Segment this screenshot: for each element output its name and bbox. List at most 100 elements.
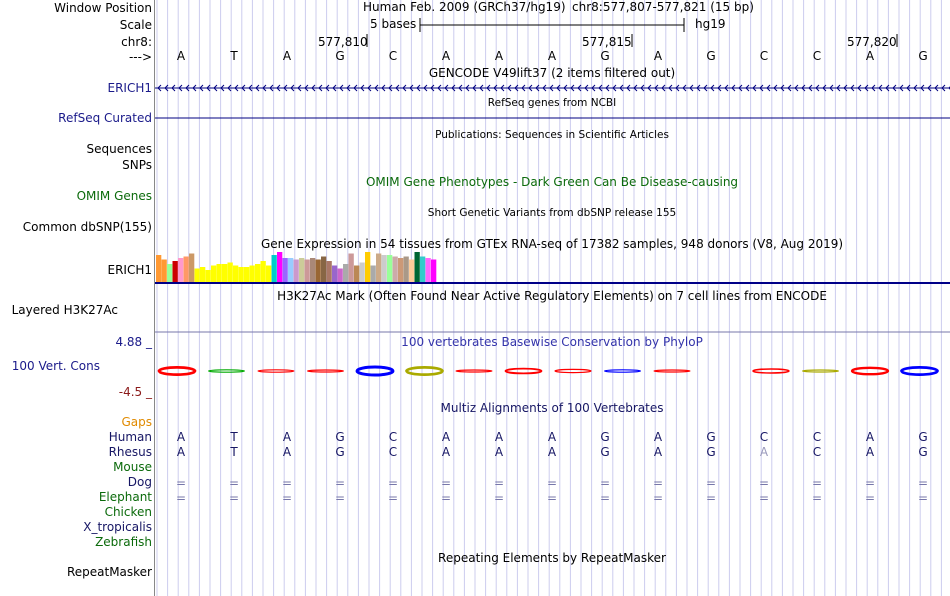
strand-arrow	[647, 84, 652, 92]
strand-arrow	[388, 84, 393, 92]
gtex-tissue-bar	[288, 258, 294, 282]
species-label-dog[interactable]: Dog	[127, 475, 152, 489]
track-label-erich1-gencode[interactable]: ERICH1	[107, 81, 153, 95]
species-label-mouse[interactable]: Mouse	[113, 460, 152, 474]
strand-arrow	[640, 84, 645, 92]
gtex-tissue-bar	[365, 252, 371, 282]
gtex-tissue-bar	[238, 267, 244, 282]
strand-arrow	[941, 84, 946, 92]
strand-arrow	[486, 84, 491, 92]
phylop-track-title: 100 vertebrates Basewise Conservation by…	[401, 335, 703, 349]
gencode-track-title: GENCODE V49lift37 (2 items filtered out)	[428, 66, 676, 80]
h3k27ac-baseline	[155, 331, 950, 333]
gtex-tissue-bar	[409, 259, 415, 282]
species-label-chicken[interactable]: Chicken	[104, 505, 152, 519]
gtex-tissue-bar	[200, 267, 206, 282]
coord-tick-2: 577,815	[582, 35, 632, 49]
phylop-base-mark	[850, 366, 890, 376]
strand-arrow	[556, 84, 561, 92]
species-label-rhesus[interactable]: Rhesus	[108, 445, 152, 459]
gtex-tissue-bar	[343, 264, 349, 282]
gtex-tissue-bar	[425, 258, 431, 282]
repeatmasker-track-title: Repeating Elements by RepeatMasker	[438, 551, 666, 565]
track-label-common-dbsnp[interactable]: Common dbSNP(155)	[22, 220, 152, 234]
strand-arrow	[514, 84, 519, 92]
phylop-base-mark	[157, 366, 197, 376]
phylop-conservation-logo[interactable]	[155, 355, 950, 385]
strand-arrow	[738, 84, 743, 92]
strand-arrow	[829, 84, 834, 92]
scale-bar-db: hg19	[695, 17, 726, 31]
phylop-base-mark	[752, 368, 790, 374]
phylop-base-mark	[355, 365, 395, 377]
browser-image-area[interactable]: Human Feb. 2009 (GRCh37/hg19) chr8:577,8…	[155, 0, 950, 596]
strand-arrow	[325, 84, 330, 92]
strand-arrow	[493, 84, 498, 92]
species-label-elephant[interactable]: Elephant	[98, 490, 152, 504]
strand-arrow	[878, 84, 883, 92]
strand-arrow	[626, 84, 631, 92]
strand-arrow	[836, 84, 841, 92]
strand-arrow	[507, 84, 512, 92]
refseq-gene-line[interactable]	[155, 111, 950, 125]
strand-arrow	[367, 84, 372, 92]
gencode-gene-erich1[interactable]	[155, 81, 950, 95]
track-label-gaps[interactable]: Gaps	[121, 415, 152, 429]
strand-arrow	[927, 84, 932, 92]
species-label-human[interactable]: Human	[108, 430, 152, 444]
gtex-tissue-bar	[227, 262, 233, 282]
track-label-gtex-gene[interactable]: ERICH1	[107, 263, 153, 277]
strand-arrow	[409, 84, 414, 92]
track-label-omim[interactable]: OMIM Genes	[76, 189, 152, 203]
strand-arrow	[598, 84, 603, 92]
strand-arrow	[766, 84, 771, 92]
track-label-layered-h3k27ac[interactable]: Layered H3K27Ac	[11, 303, 118, 317]
strand-arrow	[549, 84, 554, 92]
assembly-title: Human Feb. 2009 (GRCh37/hg19)	[363, 0, 566, 14]
strand-arrow	[759, 84, 764, 92]
strand-arrow	[472, 84, 477, 92]
scale-bar	[419, 18, 685, 32]
strand-arrow	[808, 84, 813, 92]
gtex-tissue-bar	[183, 256, 189, 282]
species-label-x-tropicalis[interactable]: X_tropicalis	[83, 520, 152, 534]
strand-arrow	[633, 84, 638, 92]
strand-arrow	[416, 84, 421, 92]
strand-arrow	[339, 84, 344, 92]
strand-arrow	[269, 84, 274, 92]
strand-arrow	[304, 84, 309, 92]
strand-arrow	[542, 84, 547, 92]
species-label-zebrafish[interactable]: Zebrafish	[95, 535, 152, 549]
strand-arrow	[577, 84, 582, 92]
coord-tick-1: 577,810	[318, 35, 368, 49]
strand-arrow	[787, 84, 792, 92]
strand-arrow	[605, 84, 610, 92]
track-label-refseq[interactable]: RefSeq Curated	[58, 111, 152, 125]
strand-arrow	[451, 84, 456, 92]
multiz-track-title: Multiz Alignments of 100 Vertebrates	[440, 401, 664, 415]
strand-arrow	[402, 84, 407, 92]
gtex-tissue-bar	[172, 261, 178, 282]
track-label-100-vert-cons[interactable]: 100 Vert. Cons	[11, 359, 100, 373]
strand-arrow	[654, 84, 659, 92]
track-label-repeatmasker[interactable]: RepeatMasker	[66, 565, 152, 579]
strand-arrow	[696, 84, 701, 92]
gtex-expression-bars[interactable]	[155, 252, 950, 286]
phylop-base-mark	[405, 366, 444, 376]
strand-arrow	[353, 84, 358, 92]
phylop-base-mark	[900, 366, 939, 376]
gtex-tissue-bar	[326, 261, 332, 282]
gtex-tissue-bar	[392, 256, 398, 282]
strand-arrow	[584, 84, 589, 92]
strand-arrow	[206, 84, 211, 92]
strand-arrow	[703, 84, 708, 92]
track-label-sequences[interactable]: Sequences	[86, 142, 152, 156]
strand-arrow	[850, 84, 855, 92]
track-label-snps[interactable]: SNPs	[122, 158, 152, 172]
strand-arrow	[199, 84, 204, 92]
strand-arrow	[430, 84, 435, 92]
strand-arrow	[164, 84, 169, 92]
phylop-base-mark	[603, 369, 642, 373]
strand-arrow	[479, 84, 484, 92]
